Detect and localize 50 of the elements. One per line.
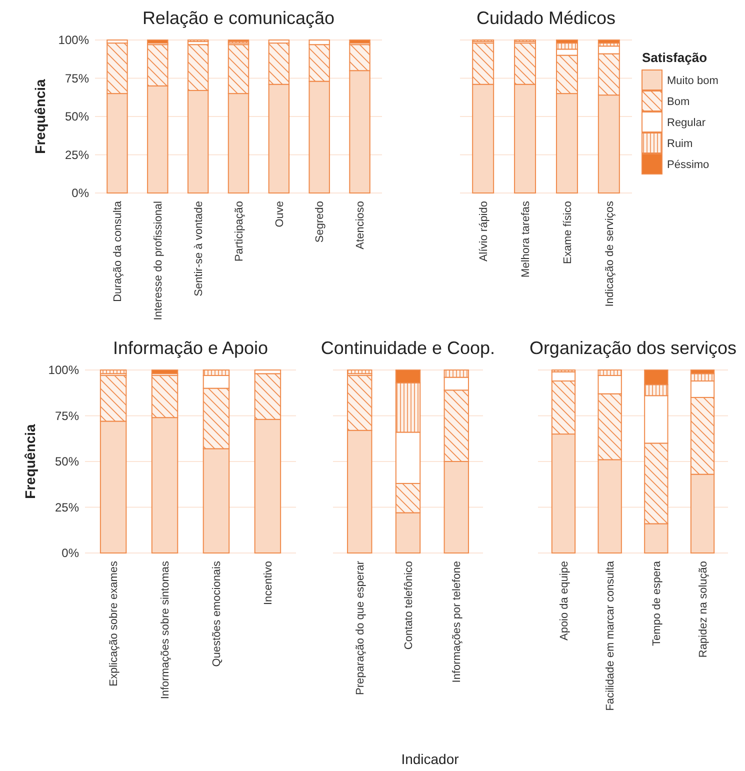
chart-title: Informação e Apoio [112,338,268,358]
x-tick-label: Questões emocionais [211,560,224,667]
x-tick-label: Ouve [274,201,286,228]
legend-title: Satisfação [642,50,708,65]
chart-title: Cuidado Médicos [476,8,616,28]
x-tick-label: Segredo [314,201,326,243]
y-tick-label: 100% [58,33,90,48]
legend-label: Péssimo [667,158,710,171]
y-tick-label: 75% [54,408,80,423]
bar [347,370,372,374]
y-tick-label: 50% [64,110,90,124]
y-tick-label: 50% [54,454,80,469]
y-tick-label: 25% [54,500,80,514]
x-tick-label: Contato telefônico [402,561,415,650]
legend-label: Bom [667,96,690,108]
x-tick-label: Apoio da equipe [558,561,570,641]
y-tick-label: 0% [72,186,90,200]
y-tick-label: 100% [48,363,80,378]
x-tick-label: Explicação sobre exames [108,560,120,686]
x-tick-label: Sentir-se à vontade [192,201,205,296]
x-tick-label: Tempo de espera [651,560,664,646]
chart-title: Relação e comunicação [142,8,335,28]
x-tick-label: Interesse do profissional [152,201,165,320]
y-tick-label: 0% [62,546,80,560]
x-tick-label: Exame físico [562,201,574,264]
x-tick-label: Facilidade em marcar consulta [604,560,617,711]
x-axis-title: Indicador [401,751,460,767]
chart-title: Organização dos serviços [529,338,737,358]
x-tick-label: Preparação do que esperar [354,560,366,695]
x-tick-label: Informações sobre sintomas [160,560,172,700]
x-tick-label: Alívio rápido [478,201,490,262]
bar [151,370,178,374]
x-tick-label: Melhora tarefas [520,200,532,278]
x-tick-label: Atencioso [354,201,367,250]
x-tick-label: Participação [233,201,246,262]
x-tick-label: Incentivo [262,561,275,606]
bar [100,370,127,374]
x-tick-label: Rapidez na solução [697,561,710,658]
x-tick-label: Informações por telefone [451,561,464,683]
legend-label: Muito bom [667,74,718,87]
y-tick-label: 25% [64,148,90,162]
bar [598,40,620,44]
y-axis-title: Frequência [22,424,38,499]
legend-label: Regular [667,116,706,129]
y-axis-title: Frequência [32,78,48,154]
chart-title: Continuidade e Coop. [320,338,496,358]
x-tick-label: Duração da consulta [112,200,124,302]
y-tick-label: 75% [64,71,90,86]
legend-label: Ruim [667,138,693,150]
x-tick-label: Indicação de serviços [604,200,616,307]
